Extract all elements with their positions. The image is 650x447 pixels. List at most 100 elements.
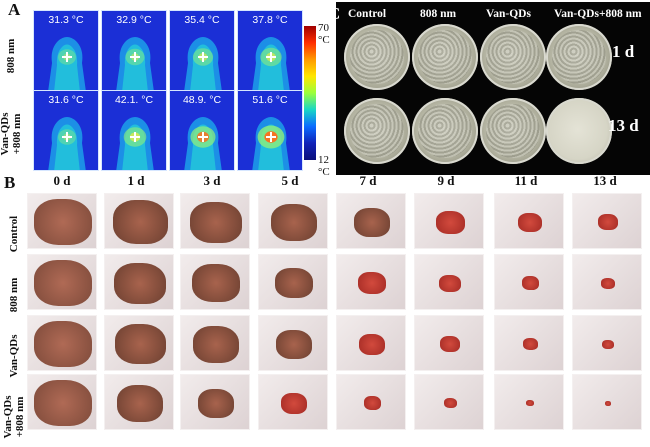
colony-texture <box>350 30 404 84</box>
temperature-readout: 42.1. °C <box>114 94 154 106</box>
wound-lesion <box>113 200 168 244</box>
wound-photo <box>180 254 250 310</box>
wound-lesion <box>117 385 163 422</box>
thermal-image-tile: 48.9. °C <box>169 90 235 171</box>
wound-photo <box>336 193 406 249</box>
mouse-thermal-svg <box>34 91 98 170</box>
day-label: 5 d <box>281 173 299 188</box>
day-label: 3 d <box>203 173 221 188</box>
colony-texture <box>350 104 404 158</box>
wound-photo <box>104 193 174 249</box>
day-label: 0 d <box>53 173 71 188</box>
wound-photo <box>414 193 484 249</box>
measurement-crosshair-icon <box>198 52 208 62</box>
thermal-image-tile: 31.3 °C <box>33 10 99 91</box>
wound-lesion <box>523 338 538 350</box>
thermal-image-tile: 31.6 °C <box>33 90 99 171</box>
wound-lesion <box>198 389 234 418</box>
wound-photo <box>258 193 328 249</box>
wound-lesion <box>364 396 381 410</box>
mouse-thermal-svg <box>170 11 234 90</box>
wound-lesion <box>276 330 312 359</box>
temperature-readout: 31.6 °C <box>48 94 84 106</box>
wound-photo <box>336 315 406 371</box>
agar-plate <box>344 24 410 90</box>
agar-plate <box>546 24 612 90</box>
wound-photo <box>572 254 642 310</box>
wound-photo <box>27 374 97 430</box>
wound-photo <box>258 254 328 310</box>
mouse-thermal-svg <box>170 91 234 170</box>
wound-photo <box>180 193 250 249</box>
wound-photo <box>494 374 564 430</box>
colony-texture <box>552 30 606 84</box>
mouse-thermal-svg <box>238 91 302 170</box>
wound-photo <box>414 374 484 430</box>
agar-plate <box>480 98 546 164</box>
wound-lesion <box>598 214 618 230</box>
wound-photo <box>27 315 97 371</box>
wound-photo <box>572 315 642 371</box>
agar-plate <box>412 98 478 164</box>
wound-photo <box>414 315 484 371</box>
colony-texture <box>418 104 472 158</box>
wound-photo <box>336 374 406 430</box>
wound-photo <box>104 315 174 371</box>
wound-photo <box>180 315 250 371</box>
panel-b-row-label-vanqds-808: Van-QDs +808 nm <box>2 395 26 439</box>
panel-c-letter: C <box>328 4 341 23</box>
measurement-crosshair-icon <box>130 52 140 62</box>
wound-lesion <box>354 208 390 237</box>
measurement-crosshair-icon <box>62 52 72 62</box>
temperature-readout: 37.8 °C <box>252 14 288 26</box>
panel-a-row-label-808: 808 nm <box>5 38 17 74</box>
measurement-crosshair-icon <box>62 132 72 142</box>
plate-row-13d: 13 d <box>608 116 639 135</box>
wound-photo <box>104 254 174 310</box>
wound-photo <box>27 193 97 249</box>
wound-lesion <box>190 202 242 243</box>
colorbar-min-label: 12 °C <box>318 154 330 178</box>
wound-lesion <box>34 380 92 426</box>
wound-lesion <box>192 264 240 302</box>
wound-photo <box>104 374 174 430</box>
wound-photo <box>180 374 250 430</box>
wound-lesion <box>358 272 386 294</box>
panel-b-row-label-808: 808 nm <box>8 277 20 313</box>
day-label: 7 d <box>359 173 377 188</box>
panel-a-row-label-vanqds: Van-QDs +808 nm <box>0 112 23 156</box>
colony-texture <box>486 104 540 158</box>
temperature-readout: 48.9. °C <box>182 94 222 106</box>
wound-lesion <box>440 336 460 352</box>
panel-b-row-label-control: Control <box>8 215 20 253</box>
wound-photo <box>414 254 484 310</box>
plate-col-808: 808 nm <box>420 8 457 20</box>
thermal-image-tile: 42.1. °C <box>101 90 167 171</box>
day-label: 13 d <box>593 173 617 188</box>
panel-c-bacterial-plates: Control 808 nm Van-QDs Van-QDs+808 nm 1 … <box>336 2 650 175</box>
wound-lesion <box>518 213 542 232</box>
mouse-thermal-svg <box>238 11 302 90</box>
measurement-crosshair-icon <box>266 132 276 142</box>
temperature-readout: 51.6 °C <box>252 94 288 106</box>
wound-lesion <box>34 260 92 306</box>
wound-lesion <box>114 263 166 304</box>
wound-lesion <box>444 398 457 408</box>
agar-plate <box>412 24 478 90</box>
wound-lesion <box>275 268 313 298</box>
thermal-image-tile: 37.8 °C <box>237 10 303 91</box>
wound-photo <box>572 193 642 249</box>
agar-plate <box>480 24 546 90</box>
colony-texture <box>418 30 472 84</box>
wound-lesion <box>34 321 92 367</box>
measurement-crosshair-icon <box>198 132 208 142</box>
panel-b-row-label-vanqds: Van-QDs <box>8 334 20 378</box>
wound-lesion <box>601 278 615 289</box>
colony-texture <box>486 30 540 84</box>
agar-plate-cleared <box>546 98 612 164</box>
wound-photo <box>258 315 328 371</box>
panel-b-letter: B <box>4 173 16 192</box>
wound-lesion <box>359 334 385 355</box>
wound-lesion <box>605 401 611 406</box>
wound-photo <box>494 193 564 249</box>
